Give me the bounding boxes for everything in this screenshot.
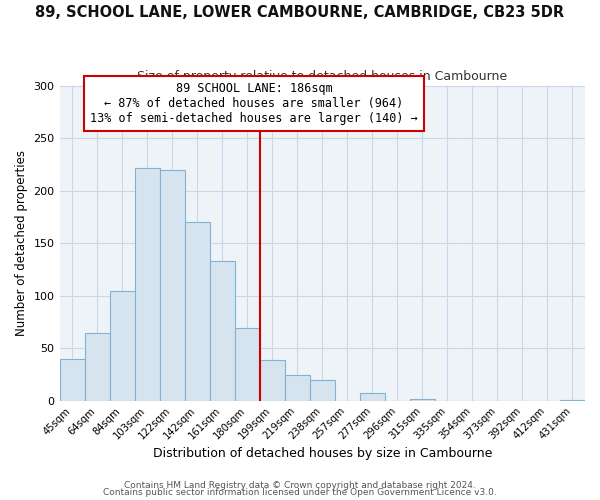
X-axis label: Distribution of detached houses by size in Cambourne: Distribution of detached houses by size … (152, 447, 492, 460)
Bar (85, 332, 110, 401)
Bar (110, 290, 134, 401)
Y-axis label: Number of detached properties: Number of detached properties (15, 150, 28, 336)
Bar (59, 359, 85, 401)
Bar (285, 374, 310, 401)
Bar (560, 400, 585, 401)
Bar (185, 222, 209, 401)
Bar (260, 360, 285, 401)
Title: Size of property relative to detached houses in Cambourne: Size of property relative to detached ho… (137, 70, 508, 83)
Bar (209, 261, 235, 401)
Text: Contains HM Land Registry data © Crown copyright and database right 2024.: Contains HM Land Registry data © Crown c… (124, 480, 476, 490)
Bar (160, 170, 185, 401)
Bar (310, 380, 335, 401)
Text: Contains public sector information licensed under the Open Government Licence v3: Contains public sector information licen… (103, 488, 497, 497)
Bar (235, 328, 260, 401)
Bar (134, 168, 160, 401)
Bar (410, 399, 435, 401)
Text: 89 SCHOOL LANE: 186sqm
← 87% of detached houses are smaller (964)
13% of semi-de: 89 SCHOOL LANE: 186sqm ← 87% of detached… (90, 82, 418, 126)
Text: 89, SCHOOL LANE, LOWER CAMBOURNE, CAMBRIDGE, CB23 5DR: 89, SCHOOL LANE, LOWER CAMBOURNE, CAMBRI… (35, 5, 565, 20)
Bar (360, 392, 385, 401)
